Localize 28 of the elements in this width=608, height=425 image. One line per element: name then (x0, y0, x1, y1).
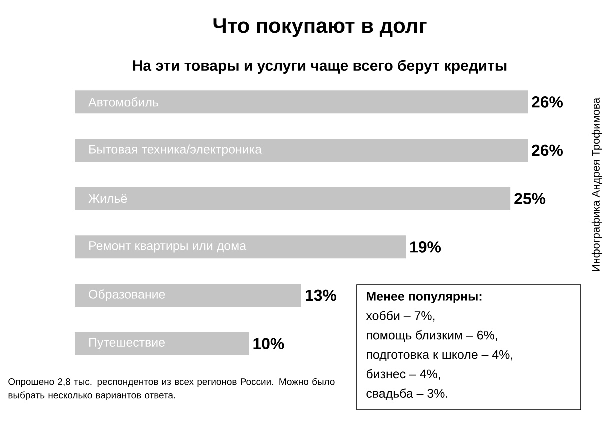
y-tick-label: Путешествие (90, 338, 165, 350)
y-tick-label: Ремонт квартиры или дома (90, 242, 247, 253)
y-tick-label: Бытовая техника/электроника (90, 144, 262, 156)
y-tick-label: Жильё (88, 194, 128, 204)
annotation: подготовка к школе – 4%, (367, 350, 513, 362)
annotation: помощь близким – 6%, (367, 330, 498, 342)
bar (75, 332, 250, 356)
text: бизнес – 4%, (366, 369, 440, 380)
bar (75, 187, 511, 210)
text: свадьба – 3%. (366, 388, 448, 400)
annotation: Менее популярны: (367, 292, 482, 304)
chart-subtitle: На эти товары и услуги чаще всего берут кредиты (133, 60, 507, 74)
text: Инфографика Андрея Трофимова (592, 98, 602, 272)
bar (75, 284, 302, 308)
text: Опрошено 2,8 тыс. респондентов из всех регионов России. Можно было выбрать несколько вариантов ответа. (8, 378, 335, 401)
bar (75, 236, 406, 259)
y-tick-label: Образование (89, 290, 166, 302)
data-label: 19% (410, 242, 442, 253)
data-label: 25% (514, 193, 546, 204)
bar (75, 139, 528, 162)
bar (75, 90, 528, 114)
y-tick-label: Автомобиль (88, 98, 158, 107)
annotation: хобби – 7%, (366, 311, 435, 322)
chart-title: Что покупают в долг (214, 18, 427, 38)
data-label: 13% (306, 290, 336, 302)
data-label: 26% (532, 144, 563, 156)
data-label: 26% (532, 96, 563, 108)
data-label: 10% (254, 338, 284, 350)
